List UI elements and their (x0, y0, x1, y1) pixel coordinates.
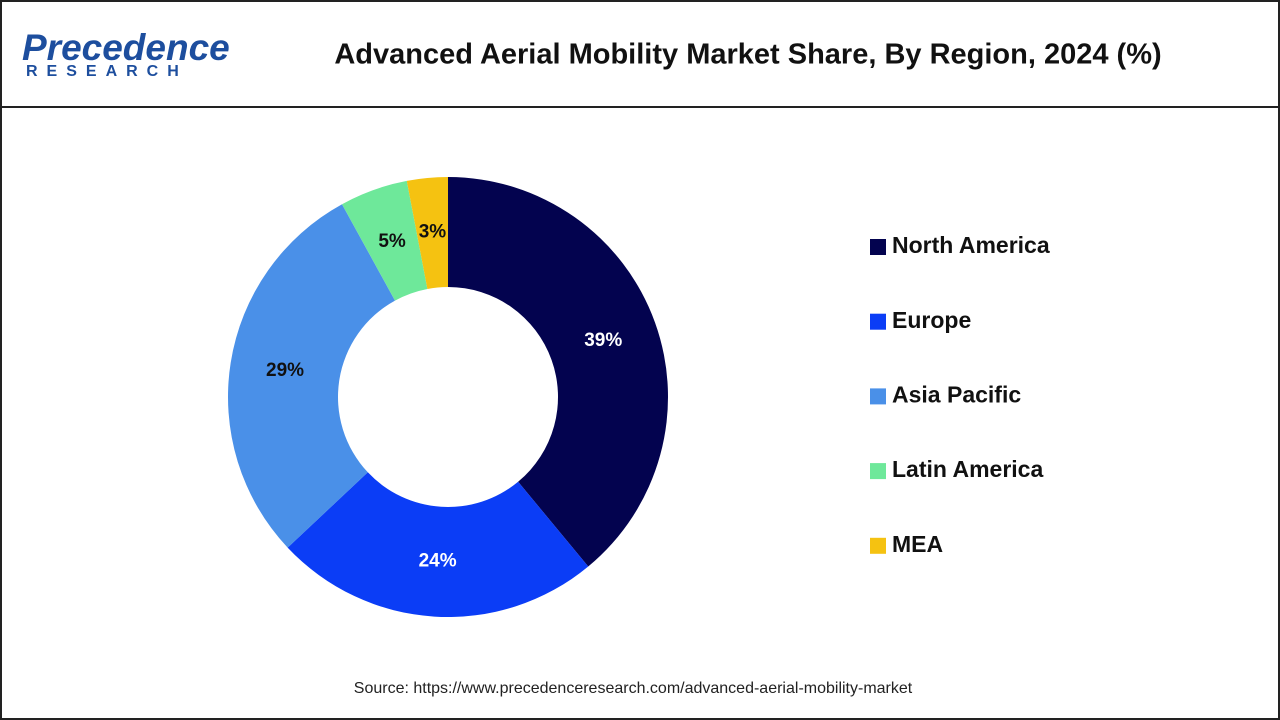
legend-swatch (870, 463, 886, 480)
value-label: 24% (419, 551, 457, 572)
logo-name: Precedence (22, 27, 230, 68)
donut-slice (342, 180, 428, 301)
chart-title: Advanced Aerial Mobility Market Share, B… (334, 39, 1161, 71)
logo-tagline: RESEARCH (26, 63, 188, 80)
value-label: 5% (378, 231, 406, 252)
legend-swatch (870, 388, 886, 405)
legend-label: Latin America (892, 456, 1043, 482)
legend-label: Europe (892, 307, 971, 333)
legend-label: North America (892, 232, 1050, 258)
donut-slice (228, 204, 396, 548)
legend-label: MEA (892, 531, 943, 557)
source-note: Source: https://www.precedenceresearch.c… (354, 680, 913, 697)
value-label: 3% (419, 222, 447, 243)
legend-swatch (870, 537, 886, 554)
donut-slice (406, 177, 448, 289)
donut-slice (448, 177, 669, 567)
value-label: 39% (584, 330, 622, 351)
legend-swatch (870, 239, 886, 255)
value-label: 29% (266, 360, 304, 381)
donut-slice (287, 472, 589, 617)
legend-label: Asia Pacific (892, 381, 1021, 407)
legend-swatch (870, 313, 886, 330)
